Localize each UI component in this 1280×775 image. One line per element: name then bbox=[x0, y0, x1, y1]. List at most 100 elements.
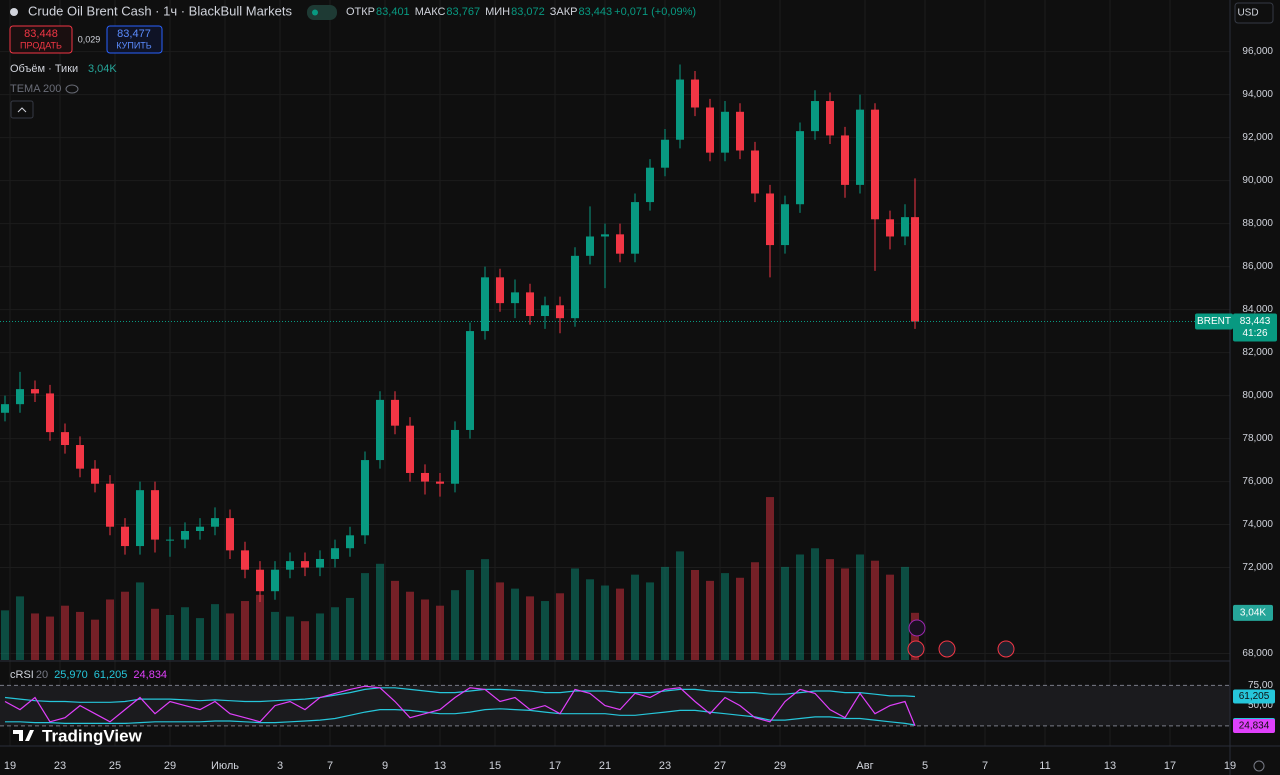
candle-body bbox=[316, 558, 324, 568]
volume-bar bbox=[466, 570, 474, 660]
volume-bar bbox=[616, 588, 624, 660]
collapse-icon bbox=[17, 107, 27, 113]
rsi-line bbox=[4, 685, 916, 727]
volume-bar bbox=[586, 579, 594, 660]
x-tick-label: 19 bbox=[4, 760, 16, 772]
buy-button[interactable] bbox=[106, 25, 163, 54]
candle-body bbox=[496, 277, 504, 304]
settings-icon[interactable] bbox=[1253, 760, 1265, 772]
volume-bar bbox=[151, 608, 159, 660]
volume-bar bbox=[451, 590, 459, 660]
x-tick-label: 11 bbox=[1039, 760, 1050, 772]
symbol-tag bbox=[1195, 313, 1233, 330]
y-tick-label: 72,000 bbox=[1242, 562, 1273, 573]
countdown: 41:26 bbox=[1242, 328, 1267, 339]
x-tick-label: 13 bbox=[434, 760, 446, 772]
volume-legend[interactable]: Объём · Тики bbox=[10, 63, 78, 75]
candle-body bbox=[271, 569, 279, 592]
collapse-button[interactable] bbox=[10, 100, 34, 119]
indicator-legend[interactable]: TEMA 200 bbox=[10, 83, 61, 95]
rsi-legend-value: 25,970 bbox=[54, 669, 88, 681]
y-tick-label: 86,000 bbox=[1242, 261, 1273, 272]
candle-body bbox=[541, 305, 549, 317]
x-tick-label: 3 bbox=[277, 760, 283, 772]
candle-body bbox=[871, 109, 879, 220]
event-flag[interactable] bbox=[997, 640, 1015, 658]
candle-body bbox=[211, 518, 219, 527]
x-tick-label: 27 bbox=[714, 760, 726, 772]
candle-body bbox=[601, 234, 609, 237]
x-tick-label: 7 bbox=[982, 760, 988, 772]
currency-button[interactable] bbox=[1234, 2, 1274, 24]
candle-body bbox=[106, 483, 114, 527]
volume-bar bbox=[766, 497, 774, 660]
candle-body bbox=[736, 111, 744, 151]
change: +0,071 (+0,09%) bbox=[614, 6, 696, 18]
rsi-tick-label: 50,00 bbox=[1248, 700, 1273, 711]
candle-body bbox=[346, 535, 354, 549]
volume-bar bbox=[196, 618, 204, 660]
logo[interactable]: TradingView bbox=[42, 726, 143, 745]
volume-bar bbox=[841, 568, 849, 660]
sell-label: ПРОДАТЬ bbox=[20, 40, 62, 50]
volume-bar bbox=[136, 582, 144, 660]
rsi-value-tag bbox=[1233, 689, 1275, 704]
volume-bar bbox=[31, 613, 39, 660]
x-tick-label: Авг bbox=[856, 760, 873, 772]
candle-body bbox=[166, 539, 174, 541]
market-status[interactable] bbox=[307, 5, 337, 20]
status-dot bbox=[312, 9, 318, 16]
volume-bar bbox=[166, 615, 174, 660]
event-flag[interactable] bbox=[907, 640, 925, 658]
y-tick-label: 74,000 bbox=[1242, 519, 1273, 530]
rsi-line bbox=[5, 708, 916, 726]
buy-price: 83,477 bbox=[117, 28, 151, 40]
rsi-name[interactable]: cRSI bbox=[10, 669, 34, 681]
sell-button[interactable] bbox=[9, 25, 73, 54]
candle-body bbox=[751, 150, 759, 194]
x-tick-label: 17 bbox=[1164, 760, 1176, 772]
currency: USD bbox=[1237, 8, 1258, 19]
y-tick-label: 90,000 bbox=[1242, 175, 1273, 186]
candle-body bbox=[901, 217, 909, 237]
marks bbox=[0, 64, 1230, 727]
candle-body bbox=[571, 255, 579, 319]
rsi-tick-label: 75,00 bbox=[1248, 680, 1273, 691]
ohlc-value: 83,072 bbox=[511, 6, 545, 18]
volume-bar bbox=[541, 601, 549, 660]
volume-bar bbox=[481, 559, 489, 660]
volume-tag bbox=[1233, 604, 1273, 621]
y-tick-label: 92,000 bbox=[1242, 132, 1273, 143]
candle-body bbox=[421, 472, 429, 482]
volume-bar bbox=[511, 588, 519, 660]
candle-body bbox=[196, 526, 204, 532]
volume-legend-value: 3,04K bbox=[88, 63, 117, 75]
y-tick-label: 96,000 bbox=[1242, 46, 1273, 57]
candle-body bbox=[76, 445, 84, 469]
x-tick-label: 21 bbox=[599, 760, 611, 772]
ohlc-value: 83,443 bbox=[578, 6, 612, 18]
x-tick-label: 29 bbox=[164, 760, 176, 772]
volume-bar bbox=[886, 574, 894, 660]
volume-bar bbox=[1, 610, 9, 660]
buy-label: КУПИТЬ bbox=[116, 40, 151, 50]
candle-body bbox=[31, 389, 39, 394]
volume-bar bbox=[331, 607, 339, 660]
candle-body bbox=[676, 79, 684, 140]
event-flag[interactable] bbox=[938, 640, 956, 658]
ohlc-value: 83,767 bbox=[446, 6, 480, 18]
volume-bar bbox=[631, 574, 639, 660]
candle-body bbox=[286, 561, 294, 570]
y-tick-label: 80,000 bbox=[1242, 390, 1273, 401]
visibility-icon[interactable] bbox=[65, 84, 79, 94]
candle-body bbox=[61, 432, 69, 446]
volume-bar bbox=[691, 570, 699, 660]
candle-body bbox=[706, 107, 714, 153]
symbol-title[interactable]: Crude Oil Brent Cash · 1ч · BlackBull Ma… bbox=[28, 3, 292, 18]
event-icon[interactable] bbox=[908, 619, 926, 637]
volume-bar bbox=[316, 613, 324, 660]
symbol-icon bbox=[10, 8, 18, 16]
y-tick-label: 84,000 bbox=[1242, 304, 1273, 315]
